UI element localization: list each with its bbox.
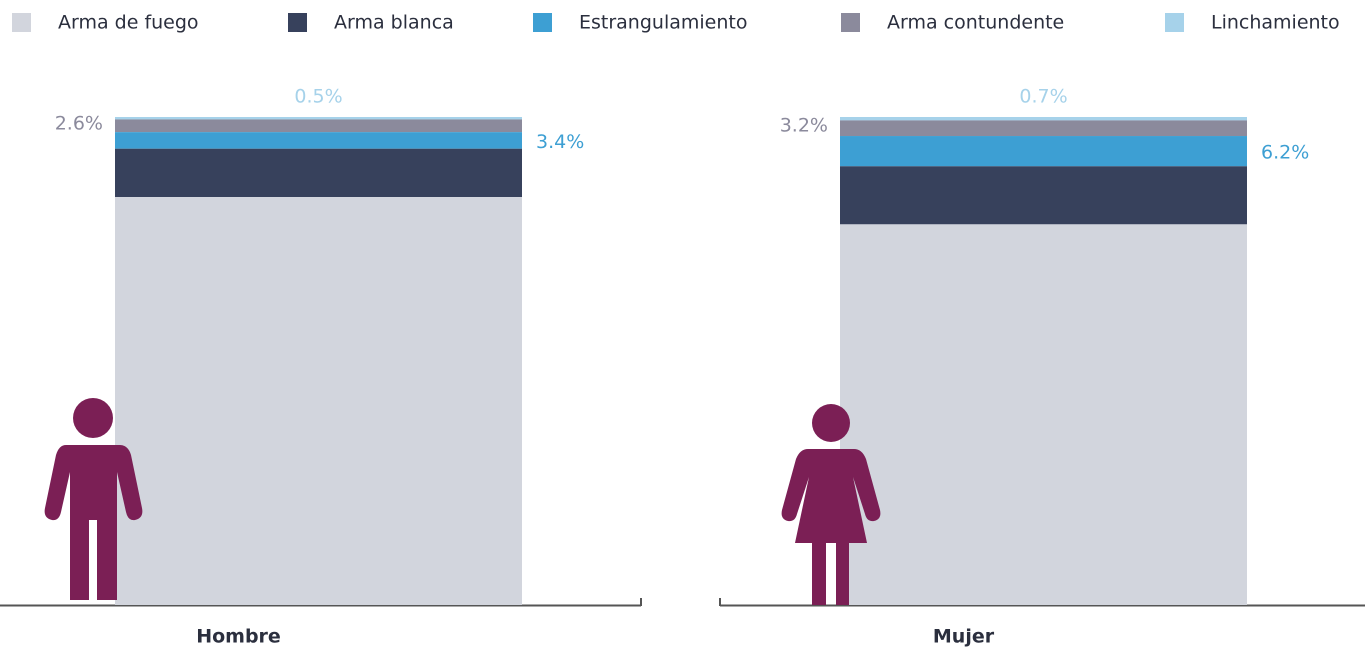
bar-segment [115, 148, 522, 198]
legend-swatch [12, 13, 31, 32]
legend-label: Arma blanca [334, 12, 454, 34]
value-label: 0.7% [1019, 86, 1067, 108]
bar-segment [840, 120, 1247, 137]
legend-swatch [841, 13, 860, 32]
legend-swatch [533, 13, 552, 32]
legend-label: Estrangulamiento [579, 12, 747, 34]
bar-segment [115, 197, 522, 606]
value-label: 6.2% [1261, 142, 1309, 164]
bar-segment [840, 136, 1247, 167]
bar-segment [840, 117, 1247, 121]
value-label: 2.6% [55, 112, 103, 134]
value-label: 3.2% [780, 115, 828, 137]
female-icon [781, 404, 881, 605]
legend-label: Linchamiento [1211, 12, 1340, 34]
bar-segment [840, 224, 1247, 606]
male-icon [44, 398, 143, 600]
bar-segment [115, 132, 522, 149]
legend-label: Arma contundente [887, 12, 1064, 34]
value-label: 0.5% [294, 86, 342, 108]
bar-segment [840, 166, 1247, 225]
value-label: 3.4% [536, 131, 584, 153]
bar-segment [115, 117, 522, 120]
legend-label: Arma de fuego [58, 12, 199, 34]
bar-segment [115, 119, 522, 133]
x-tick-label: Hombre [196, 626, 281, 648]
legend-swatch [1165, 13, 1184, 32]
x-tick-label: Mujer [933, 626, 995, 648]
legend-swatch [288, 13, 307, 32]
